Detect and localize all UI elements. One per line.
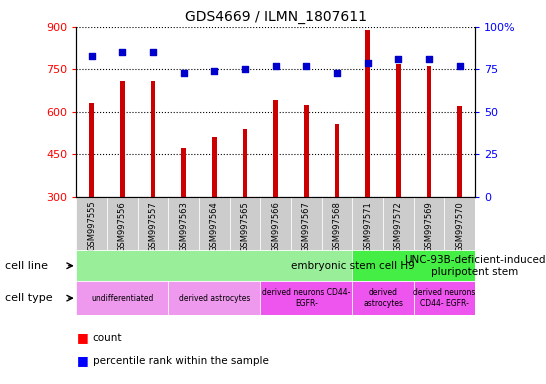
Bar bbox=[274, 100, 278, 197]
Bar bbox=[76, 197, 107, 250]
Text: derived neurons CD44-
EGFR-: derived neurons CD44- EGFR- bbox=[262, 288, 351, 308]
Text: GSM997569: GSM997569 bbox=[425, 201, 434, 252]
Bar bbox=[458, 106, 462, 197]
Bar bbox=[352, 197, 383, 250]
Bar bbox=[181, 149, 186, 197]
Bar bbox=[168, 281, 260, 315]
Bar bbox=[414, 281, 475, 315]
Bar bbox=[76, 250, 352, 281]
Point bbox=[210, 68, 219, 74]
Point bbox=[455, 63, 464, 69]
Point bbox=[425, 56, 434, 62]
Bar bbox=[120, 81, 124, 197]
Bar bbox=[260, 197, 291, 250]
Bar bbox=[199, 197, 230, 250]
Text: derived
astrocytes: derived astrocytes bbox=[363, 288, 403, 308]
Text: GSM997564: GSM997564 bbox=[210, 201, 219, 252]
Bar bbox=[352, 281, 414, 315]
Title: GDS4669 / ILMN_1807611: GDS4669 / ILMN_1807611 bbox=[185, 10, 367, 25]
Text: cell type: cell type bbox=[5, 293, 53, 303]
Point bbox=[394, 56, 403, 62]
Text: GSM997567: GSM997567 bbox=[302, 201, 311, 252]
Bar bbox=[291, 197, 322, 250]
Text: GSM997566: GSM997566 bbox=[271, 201, 280, 252]
Bar bbox=[396, 64, 401, 197]
Point bbox=[363, 60, 372, 66]
Bar bbox=[444, 197, 475, 250]
Point bbox=[180, 70, 188, 76]
Point bbox=[87, 53, 96, 59]
Text: derived astrocytes: derived astrocytes bbox=[179, 294, 250, 303]
Bar bbox=[427, 66, 431, 197]
Text: embryonic stem cell H9: embryonic stem cell H9 bbox=[290, 261, 414, 271]
Text: UNC-93B-deficient-induced
pluripotent stem: UNC-93B-deficient-induced pluripotent st… bbox=[404, 255, 546, 276]
Text: GSM997563: GSM997563 bbox=[179, 201, 188, 252]
Text: count: count bbox=[93, 333, 122, 343]
Text: ■: ■ bbox=[76, 354, 88, 367]
Bar bbox=[322, 197, 352, 250]
Text: GSM997556: GSM997556 bbox=[118, 201, 127, 252]
Text: GSM997555: GSM997555 bbox=[87, 201, 96, 252]
Point bbox=[271, 63, 280, 69]
Text: GSM997572: GSM997572 bbox=[394, 201, 403, 252]
Text: GSM997568: GSM997568 bbox=[333, 201, 342, 252]
Text: undifferentiated: undifferentiated bbox=[91, 294, 153, 303]
Text: GSM997570: GSM997570 bbox=[455, 201, 464, 252]
Bar bbox=[352, 250, 475, 281]
Point bbox=[333, 70, 341, 76]
Bar bbox=[365, 30, 370, 197]
Bar bbox=[243, 129, 247, 197]
Bar bbox=[212, 137, 217, 197]
Bar bbox=[304, 105, 308, 197]
Text: derived neurons
CD44- EGFR-: derived neurons CD44- EGFR- bbox=[413, 288, 476, 308]
Bar bbox=[76, 281, 168, 315]
Text: cell line: cell line bbox=[5, 261, 49, 271]
Text: GSM997557: GSM997557 bbox=[149, 201, 158, 252]
Bar bbox=[414, 197, 444, 250]
Point bbox=[302, 63, 311, 69]
Bar bbox=[168, 197, 199, 250]
Bar bbox=[138, 197, 168, 250]
Bar bbox=[335, 124, 340, 197]
Bar bbox=[230, 197, 260, 250]
Point bbox=[241, 66, 250, 72]
Text: GSM997565: GSM997565 bbox=[241, 201, 250, 252]
Bar bbox=[260, 281, 352, 315]
Text: GSM997571: GSM997571 bbox=[363, 201, 372, 252]
Point bbox=[149, 49, 157, 55]
Bar bbox=[107, 197, 138, 250]
Text: percentile rank within the sample: percentile rank within the sample bbox=[93, 356, 269, 366]
Bar bbox=[383, 197, 414, 250]
Bar bbox=[90, 103, 94, 197]
Point bbox=[118, 49, 127, 55]
Text: ■: ■ bbox=[76, 331, 88, 344]
Bar bbox=[151, 81, 156, 197]
